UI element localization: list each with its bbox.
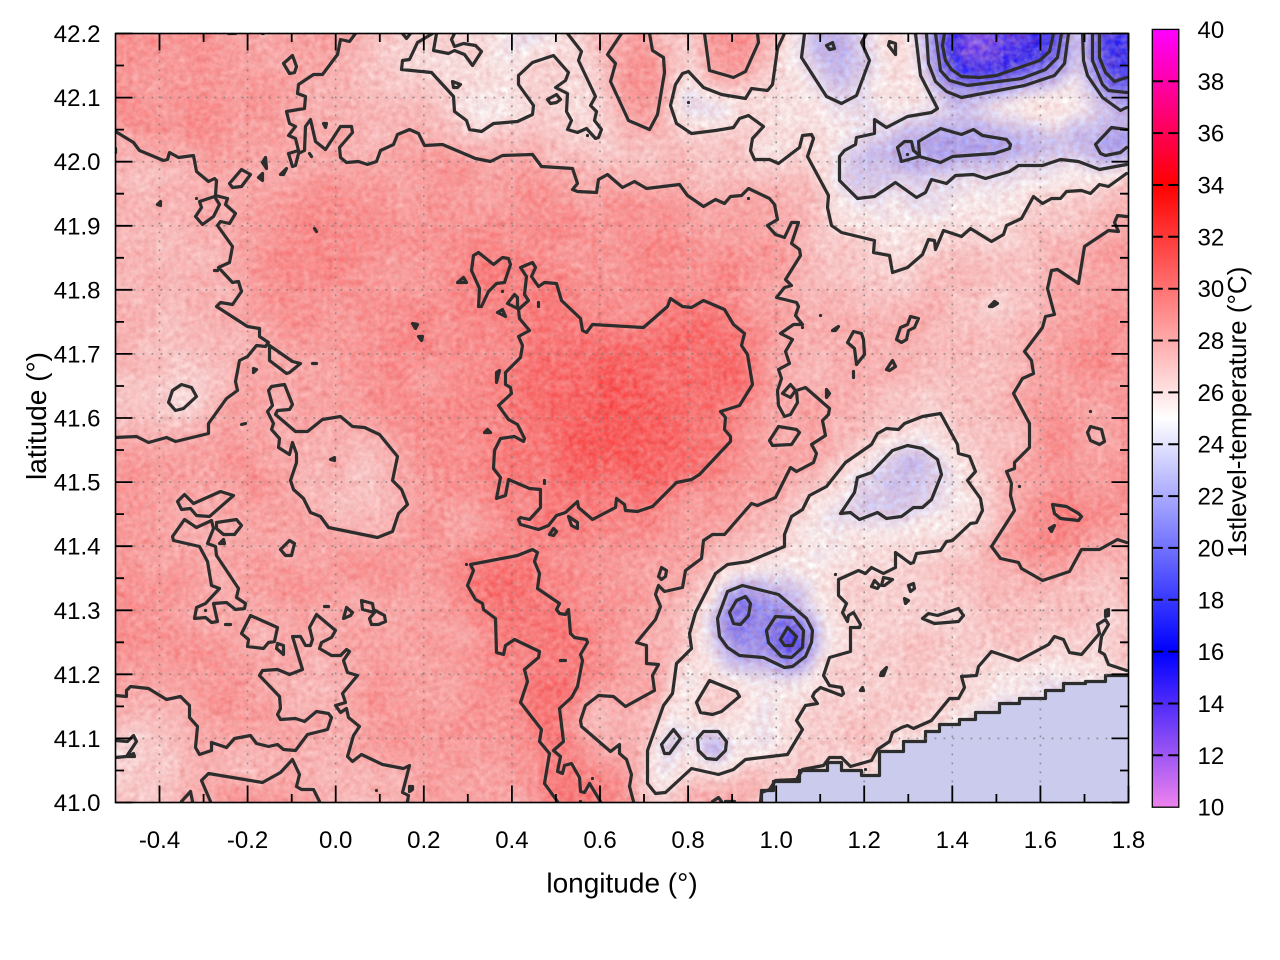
svg-text:18: 18: [1198, 587, 1225, 614]
svg-text:0.2: 0.2: [407, 827, 440, 854]
svg-text:41.7: 41.7: [54, 341, 101, 368]
svg-text:34: 34: [1198, 173, 1225, 200]
svg-text:10: 10: [1198, 795, 1225, 822]
svg-text:20: 20: [1198, 535, 1225, 562]
svg-text:30: 30: [1198, 276, 1225, 303]
svg-text:41.1: 41.1: [54, 726, 101, 753]
svg-text:36: 36: [1198, 121, 1225, 148]
svg-text:32: 32: [1198, 224, 1225, 251]
svg-text:1.2: 1.2: [848, 827, 881, 854]
svg-text:42.1: 42.1: [54, 85, 101, 112]
svg-text:40: 40: [1198, 17, 1225, 44]
svg-text:16: 16: [1198, 639, 1225, 666]
svg-text:26: 26: [1198, 380, 1225, 407]
svg-text:22: 22: [1198, 484, 1225, 511]
svg-text:38: 38: [1198, 69, 1225, 96]
svg-text:-0.4: -0.4: [139, 827, 180, 854]
svg-text:14: 14: [1198, 691, 1225, 718]
svg-text:41.2: 41.2: [54, 662, 101, 689]
svg-text:41.3: 41.3: [54, 598, 101, 625]
svg-text:1.0: 1.0: [760, 827, 793, 854]
svg-text:0.0: 0.0: [319, 827, 352, 854]
svg-text:41.0: 41.0: [54, 790, 101, 817]
svg-text:0.4: 0.4: [495, 827, 528, 854]
svg-text:1stlevel-temperature (°C): 1stlevel-temperature (°C): [1222, 267, 1252, 558]
svg-text:1.8: 1.8: [1112, 827, 1145, 854]
svg-text:12: 12: [1198, 743, 1225, 770]
svg-text:41.4: 41.4: [54, 534, 101, 561]
svg-text:41.9: 41.9: [54, 213, 101, 240]
svg-text:42.2: 42.2: [54, 21, 101, 48]
svg-text:41.8: 41.8: [54, 277, 101, 304]
svg-text:28: 28: [1198, 328, 1225, 355]
svg-text:42.0: 42.0: [54, 149, 101, 176]
svg-text:0.6: 0.6: [583, 827, 616, 854]
svg-text:1.4: 1.4: [936, 827, 969, 854]
svg-text:1.6: 1.6: [1024, 827, 1057, 854]
svg-text:latitude (°): latitude (°): [21, 352, 52, 480]
svg-text:24: 24: [1198, 432, 1225, 459]
svg-text:41.6: 41.6: [54, 406, 101, 433]
svg-text:41.5: 41.5: [54, 470, 101, 497]
svg-text:longitude (°): longitude (°): [546, 868, 697, 899]
svg-text:-0.2: -0.2: [227, 827, 268, 854]
svg-text:0.8: 0.8: [671, 827, 704, 854]
